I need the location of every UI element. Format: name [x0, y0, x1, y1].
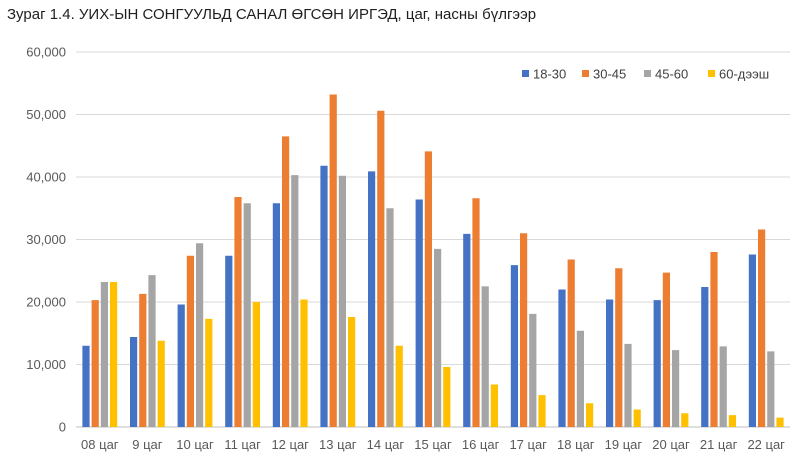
bar-30-45 [758, 229, 766, 427]
bar-18-30 [225, 255, 233, 427]
x-tick-label: 14 цаг [367, 437, 405, 452]
bar-30-45 [234, 197, 242, 427]
y-tick-label: 30,000 [26, 232, 66, 247]
bar-60-дээш [110, 282, 118, 427]
bar-18-30 [558, 289, 566, 427]
y-tick-label: 10,000 [26, 357, 66, 372]
bar-18-30 [368, 171, 376, 427]
bar-18-30 [130, 337, 138, 427]
x-axis: 08 цаг 9 цаг 10 цаг 11 цаг 12 цаг 13 цаг 14 ца… [81, 437, 785, 452]
bar-45-60 [434, 248, 442, 427]
bar-30-45 [710, 252, 718, 427]
legend-swatch [708, 70, 715, 77]
bar-18-30 [82, 345, 90, 427]
bar-45-60 [100, 282, 108, 427]
bar-60-дээш [443, 367, 451, 427]
x-tick-label: 13 цаг [319, 437, 357, 452]
legend-label: 60-дээш [719, 67, 769, 82]
gridlines [76, 51, 790, 428]
legend: 18-30 30-45 45-60 60-дээш [522, 67, 769, 82]
y-tick-label: 0 [59, 420, 66, 435]
bar-30-45 [424, 151, 432, 427]
bar-60-дээш [205, 318, 213, 427]
bar-18-30 [606, 299, 614, 427]
legend-swatch [582, 70, 589, 77]
bar-18-30 [510, 265, 518, 427]
bar-60-дээш [633, 409, 641, 427]
bar-45-60 [291, 175, 299, 427]
bar-45-60 [672, 350, 680, 427]
legend-label: 30-45 [593, 67, 626, 82]
x-tick-label: 10 цаг [176, 437, 214, 452]
bar-45-60 [529, 313, 537, 427]
bar-30-45 [91, 300, 99, 427]
bar-45-60 [719, 346, 727, 427]
bar-30-45 [377, 110, 385, 427]
bar-18-30 [415, 199, 423, 427]
x-tick-label: 12 цаг [271, 437, 309, 452]
bar-45-60 [767, 351, 775, 427]
bar-45-60 [624, 343, 632, 427]
x-tick-label: 17 цаг [509, 437, 547, 452]
bar-60-дээш [348, 317, 356, 427]
x-tick-label: 21 цаг [700, 437, 738, 452]
bar-60-дээш [586, 403, 594, 427]
bar-45-60 [148, 275, 156, 427]
bar-45-60 [243, 203, 251, 427]
bar-18-30 [177, 304, 185, 427]
x-tick-label: 16 цаг [462, 437, 500, 452]
bar-30-45 [186, 255, 194, 427]
bar-30-45 [615, 268, 623, 427]
chart-title: Зураг 1.4. УИХ-ЫН СОНГУУЛЬД САНАЛ ӨГСӨН … [7, 6, 537, 23]
bar-18-30 [748, 254, 756, 427]
bar-30-45 [567, 259, 575, 427]
x-tick-label: 15 цаг [414, 437, 452, 452]
bar-18-30 [463, 233, 471, 427]
x-tick-label: 08 цаг [81, 437, 119, 452]
bar-18-30 [320, 165, 328, 427]
x-tick-label: 19 цаг [605, 437, 643, 452]
bar-60-дээш [395, 345, 403, 427]
x-tick-label: 11 цаг [224, 437, 261, 452]
bar-30-45 [329, 94, 337, 427]
bar-60-дээш [490, 384, 498, 427]
y-tick-label: 60,000 [26, 45, 66, 60]
bar-18-30 [272, 203, 280, 427]
bar-45-60 [576, 330, 584, 427]
bar-45-60 [481, 286, 489, 427]
bar-60-дээш [157, 340, 165, 427]
bar-60-дээш [538, 395, 546, 427]
y-tick-label: 40,000 [26, 170, 66, 185]
bar-60-дээш [681, 413, 689, 427]
x-tick-label: 22 цаг [747, 437, 785, 452]
bar-45-60 [338, 175, 346, 427]
x-tick-label: 20 цаг [652, 437, 690, 452]
x-tick-label: 18 цаг [557, 437, 595, 452]
bar-60-дээш [300, 299, 308, 427]
bars [82, 94, 784, 427]
y-axis: 0 10,000 20,000 30,000 40,000 50,000 60,000 [26, 45, 66, 435]
bar-18-30 [701, 287, 709, 427]
y-tick-label: 20,000 [26, 295, 66, 310]
bar-30-45 [472, 198, 480, 427]
bar-60-дээш [252, 302, 260, 427]
x-tick-label: 9 цаг [132, 437, 163, 452]
bar-60-дээш [728, 415, 736, 427]
bar-45-60 [386, 208, 394, 427]
legend-label: 18-30 [533, 67, 566, 82]
legend-swatch [522, 70, 529, 77]
bar-45-60 [196, 243, 204, 427]
bar-18-30 [653, 300, 661, 427]
bar-30-45 [520, 233, 528, 427]
bar-30-45 [139, 293, 147, 427]
y-tick-label: 50,000 [26, 107, 66, 122]
bar-30-45 [282, 136, 290, 427]
legend-label: 45-60 [655, 67, 688, 82]
bar-30-45 [662, 272, 670, 427]
bar-60-дээш [776, 417, 784, 427]
legend-swatch [644, 70, 651, 77]
